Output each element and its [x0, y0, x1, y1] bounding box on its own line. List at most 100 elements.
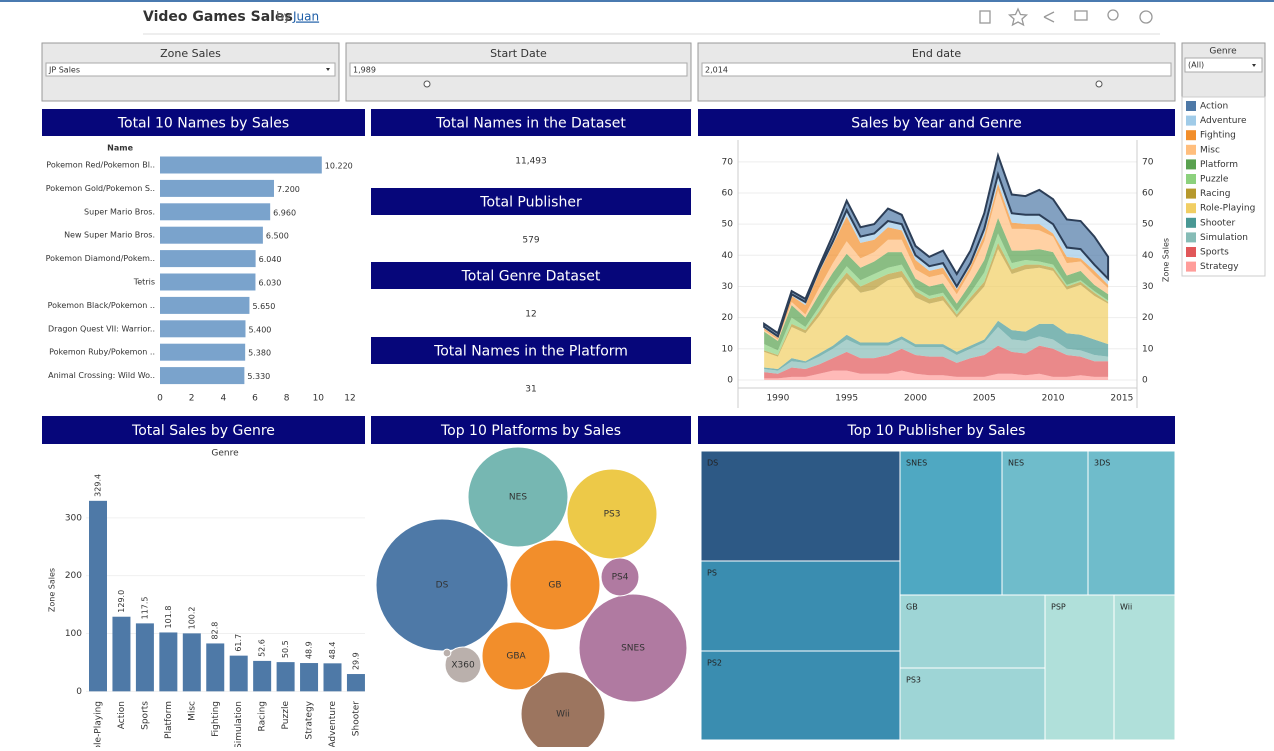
filter-input[interactable] — [1184, 57, 1263, 73]
bar — [253, 660, 272, 692]
legend-swatch — [1186, 217, 1196, 228]
x-tick-label: Racing — [258, 701, 268, 731]
y-tick-label: 30 — [722, 282, 734, 292]
data-label: 61.7 — [234, 634, 243, 652]
section-title: Top 10 Platforms by Sales — [440, 423, 621, 439]
section-header — [371, 416, 691, 444]
badge-icon[interactable] — [1107, 9, 1119, 21]
data-label: 50.5 — [281, 640, 290, 658]
bubble-label: PS3 — [604, 510, 621, 520]
filter-input[interactable] — [45, 62, 336, 77]
filter-label: Start Date — [490, 47, 547, 60]
favorite-icon[interactable] — [1007, 7, 1029, 27]
slider-handle[interactable] — [1095, 80, 1103, 88]
y2-tick-label: 50 — [1142, 220, 1154, 230]
x-tick-label: Misc — [187, 701, 197, 721]
y-tick-label: Pokemon Red/Pokemon Bl.. — [46, 161, 155, 170]
bubble-label: NES — [509, 493, 527, 503]
legend — [1181, 96, 1266, 277]
bubble-label: GB — [548, 581, 561, 591]
treemap-cell — [700, 560, 901, 652]
legend-label: Adventure — [1200, 116, 1247, 126]
filter-input[interactable] — [701, 62, 1172, 77]
legend-swatch — [1186, 130, 1196, 141]
bubble — [375, 518, 509, 652]
axis-title: Genre — [211, 449, 239, 459]
data-label: 29.9 — [351, 652, 360, 670]
bar — [160, 250, 256, 268]
share-icon[interactable] — [1043, 11, 1055, 23]
treemap-cell — [1001, 450, 1089, 596]
section-header — [371, 337, 691, 364]
data-label: 5.330 — [247, 372, 270, 381]
toolbar — [979, 7, 1153, 27]
dropdown-arrow — [326, 68, 330, 71]
section-title: Total Names in the Dataset — [435, 116, 626, 132]
y-tick-label: 0 — [76, 687, 82, 697]
slider-handle[interactable] — [423, 80, 431, 88]
data-label: 10.220 — [325, 162, 353, 171]
cell-label: PS — [707, 569, 717, 578]
section-header — [698, 416, 1175, 444]
settings-icon[interactable] — [1139, 10, 1153, 24]
area — [764, 326, 1109, 374]
data-label: 6.030 — [258, 279, 281, 288]
bar — [159, 632, 178, 692]
title: Video Games Sales — [143, 9, 293, 25]
author-link[interactable]: Juan — [292, 10, 319, 24]
y-tick-label: 50 — [722, 220, 734, 230]
filter-input[interactable] — [349, 62, 688, 77]
legend-swatch — [1186, 232, 1196, 243]
comment-icon[interactable] — [1074, 10, 1088, 21]
x-tick-label: 8 — [284, 394, 290, 404]
y2-axis-title: Zone Sales — [1162, 238, 1171, 282]
y-tick-label: Tetris — [133, 278, 155, 287]
data-label: 6.960 — [273, 208, 296, 217]
edit-icon[interactable] — [979, 10, 991, 24]
y2-tick-label: 20 — [1142, 313, 1154, 323]
bar — [206, 643, 225, 692]
cell-label: DS — [707, 459, 718, 468]
legend-label: Platform — [1200, 160, 1238, 170]
bar — [160, 226, 263, 244]
section-title: Total 10 Names by Sales — [117, 116, 289, 132]
bubble — [444, 646, 482, 684]
data-label: 117.5 — [140, 596, 149, 619]
area — [764, 249, 1109, 370]
treemap-cell — [1087, 450, 1176, 596]
kpi-value: 579 — [522, 236, 539, 246]
bar — [160, 296, 250, 314]
bubble — [509, 539, 601, 631]
bubble-label: PS4 — [612, 573, 629, 583]
treemap-cell — [700, 650, 901, 741]
bar — [182, 633, 201, 692]
x-tick-label: Sports — [140, 701, 150, 730]
treemap-cell — [700, 450, 901, 562]
bubble-label: Wii — [556, 710, 570, 720]
y-tick-label: 70 — [722, 157, 734, 167]
legend-swatch — [1186, 247, 1196, 257]
x-tick-label: 2015 — [1110, 394, 1133, 404]
y-tick-label: 60 — [722, 188, 734, 198]
legend-label: Misc — [1200, 145, 1220, 155]
legend-swatch — [1186, 188, 1196, 199]
bar — [346, 674, 365, 692]
bubble-label: SNES — [621, 644, 645, 654]
y-tick-label: 300 — [65, 513, 82, 523]
y-tick-label: Dragon Quest VII: Warrior.. — [48, 324, 155, 333]
filter-value: (All) — [1188, 61, 1204, 70]
section-title: Total Names in the Platform — [433, 344, 628, 360]
x-tick-label: Puzzle — [281, 701, 291, 730]
legend-label: Role-Playing — [1200, 204, 1255, 214]
x-tick-label: 1995 — [835, 394, 858, 404]
filter-label: End date — [912, 47, 961, 60]
filter-label: Zone Sales — [160, 47, 221, 60]
x-tick-label: 6 — [252, 394, 258, 404]
y2-tick-label: 10 — [1142, 344, 1154, 354]
y-tick-label: 40 — [722, 251, 734, 261]
cell-label: PS2 — [707, 659, 722, 668]
x-tick-label: Shooter — [351, 701, 361, 736]
x-tick-label: 2 — [189, 394, 195, 404]
cell-label: SNES — [906, 459, 927, 468]
section-header — [371, 188, 691, 215]
